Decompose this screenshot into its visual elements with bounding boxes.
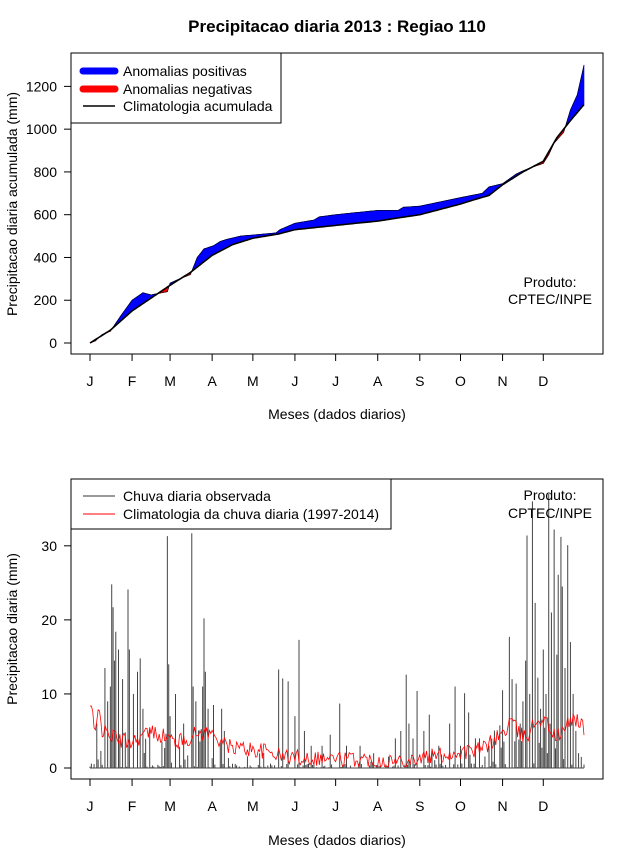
y-tick-label: 0 (49, 760, 57, 776)
x-tick-label: M (247, 798, 259, 814)
x-tick-label: O (455, 373, 466, 389)
cumulative-precip-chart: 0 200 400 600 800 1000 1200 J F M A M J J A S O N D Meses (… (4, 52, 604, 422)
y-tick-label: 400 (34, 249, 58, 265)
y-tick-label: 200 (34, 292, 58, 308)
product-annotation: CPTEC/INPE (508, 291, 592, 307)
x-tick-label: N (498, 373, 508, 389)
x-tick-label: F (128, 373, 137, 389)
x-tick-label: J (291, 798, 298, 814)
x-tick-label: J (87, 373, 94, 389)
x-tick-label: J (87, 798, 94, 814)
x-tick-label: S (415, 373, 424, 389)
y-tick-label: 600 (34, 207, 58, 223)
climatology-daily-line (89, 705, 585, 768)
y-tick-label: 1000 (26, 121, 57, 137)
legend-label: Climatologia acumulada (123, 98, 273, 114)
x-tick-label: S (415, 798, 424, 814)
x-axis-label: Meses (dados diarios) (268, 406, 406, 422)
product-annotation: CPTEC/INPE (508, 505, 592, 521)
legend-box (70, 478, 392, 530)
daily-precip-chart: 0 10 20 30 J F M A M J J A S O N D Meses (dados diarios)… (4, 478, 604, 848)
chart-title: Precipitacao diaria 2013 : Regiao 110 (188, 17, 486, 36)
observed-bars (89, 493, 585, 769)
legend-label: Anomalias negativas (123, 81, 252, 97)
x-axis-label: Meses (dados diarios) (268, 832, 406, 848)
legend-label: Climatologia da chuva diaria (1997-2014) (123, 506, 379, 522)
climatology-cumulative-line (89, 104, 585, 344)
x-tick-label: A (373, 798, 383, 814)
x-tick-label: M (164, 373, 176, 389)
y-axis-label: Precipitacao diaria (mm) (4, 553, 20, 705)
y-tick-label: 30 (41, 538, 57, 554)
x-tick-label: O (455, 798, 466, 814)
legend-label: Chuva diaria observada (123, 488, 271, 504)
x-tick-label: A (207, 798, 217, 814)
legend-label: Anomalias positivas (123, 63, 247, 79)
x-tick-label: J (332, 373, 339, 389)
x-tick-label: M (247, 373, 259, 389)
y-tick-label: 1200 (26, 78, 57, 94)
product-annotation: Produto: (524, 487, 577, 503)
y-axis-label: Precipitacao diaria acumulada (mm) (4, 92, 20, 316)
x-tick-label: M (164, 798, 176, 814)
x-tick-label: J (332, 798, 339, 814)
y-tick-label: 800 (34, 164, 58, 180)
x-tick-label: N (498, 798, 508, 814)
x-tick-label: F (128, 798, 137, 814)
x-tick-label: D (538, 798, 548, 814)
product-annotation: Produto: (524, 274, 577, 290)
y-tick-label: 20 (41, 612, 57, 628)
observed-cumulative-outline (89, 64, 585, 344)
x-tick-label: A (373, 373, 383, 389)
y-tick-label: 0 (49, 335, 57, 351)
x-tick-label: A (207, 373, 217, 389)
y-tick-label: 10 (41, 686, 57, 702)
x-tick-label: J (291, 373, 298, 389)
x-tick-label: D (538, 373, 548, 389)
